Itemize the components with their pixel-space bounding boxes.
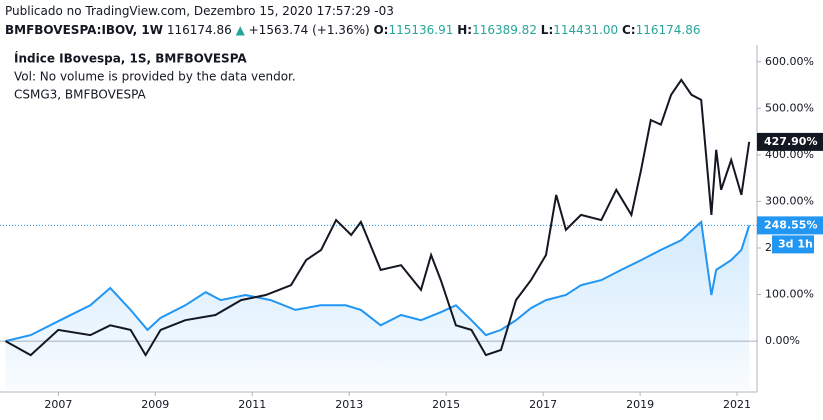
x-tick-label: 2009	[141, 398, 169, 411]
last: 116174.86	[166, 23, 232, 37]
ohlc-line: BMFBOVESPA:IBOV, 1W 116174.86 ▲ +1563.74…	[5, 23, 701, 37]
legend-line: Índice IBovespa, 1S, BMFBOVESPA	[14, 51, 247, 66]
x-tick-label: 2007	[44, 398, 72, 411]
y-tick-label: 400.00%	[765, 148, 814, 161]
price-tag	[757, 132, 823, 151]
x-tick-label: 2011	[238, 398, 266, 411]
y-tick-label: 500.00%	[765, 101, 814, 114]
legend-line: Vol: No volume is provided by the data v…	[14, 70, 296, 84]
countdown: 3d 1h	[778, 237, 813, 250]
arrow: ▲	[235, 23, 245, 37]
x-tick-label: 2015	[432, 398, 460, 411]
c: 116174.86	[635, 23, 701, 37]
y-tick-label: 0.00%	[765, 334, 800, 347]
area	[5, 221, 750, 390]
price-tag-label: 427.90%	[764, 135, 817, 148]
price-tag-label: 248.55%	[764, 218, 817, 231]
change: +1563.74 (+1.36%)	[248, 23, 370, 37]
published: Publicado no TradingView.com, Dezembro 1…	[5, 4, 394, 18]
h-label: H:	[457, 23, 473, 37]
o-label: O:	[373, 23, 389, 37]
x-tick-label: 2021	[723, 398, 751, 411]
x-tick-label: 2013	[335, 398, 363, 411]
x-tick-label: 2017	[529, 398, 557, 411]
x-tick-label: 2019	[626, 398, 654, 411]
price-tag	[757, 216, 823, 235]
c-label: C:	[621, 23, 636, 37]
y-tick-label: 100.00%	[765, 288, 814, 301]
legend-line: CSMG3, BMFBOVESPA	[14, 88, 147, 102]
l-label: L:	[540, 23, 554, 37]
series-line	[5, 78, 751, 358]
y-tick-label: 600.00%	[765, 55, 814, 68]
symbol: BMFBOVESPA:IBOV, 1W	[5, 23, 163, 37]
l: 114431.00	[553, 23, 619, 37]
y-tick-label: 300.00%	[765, 194, 814, 207]
o: 115136.91	[388, 23, 454, 37]
h: 116389.82	[472, 23, 537, 37]
plot	[0, 78, 757, 390]
x-axis: 2007 2009 2011 2013 2015 2017 2019 2021	[44, 392, 751, 411]
series-line	[5, 219, 751, 343]
countdown-tag	[772, 235, 814, 254]
